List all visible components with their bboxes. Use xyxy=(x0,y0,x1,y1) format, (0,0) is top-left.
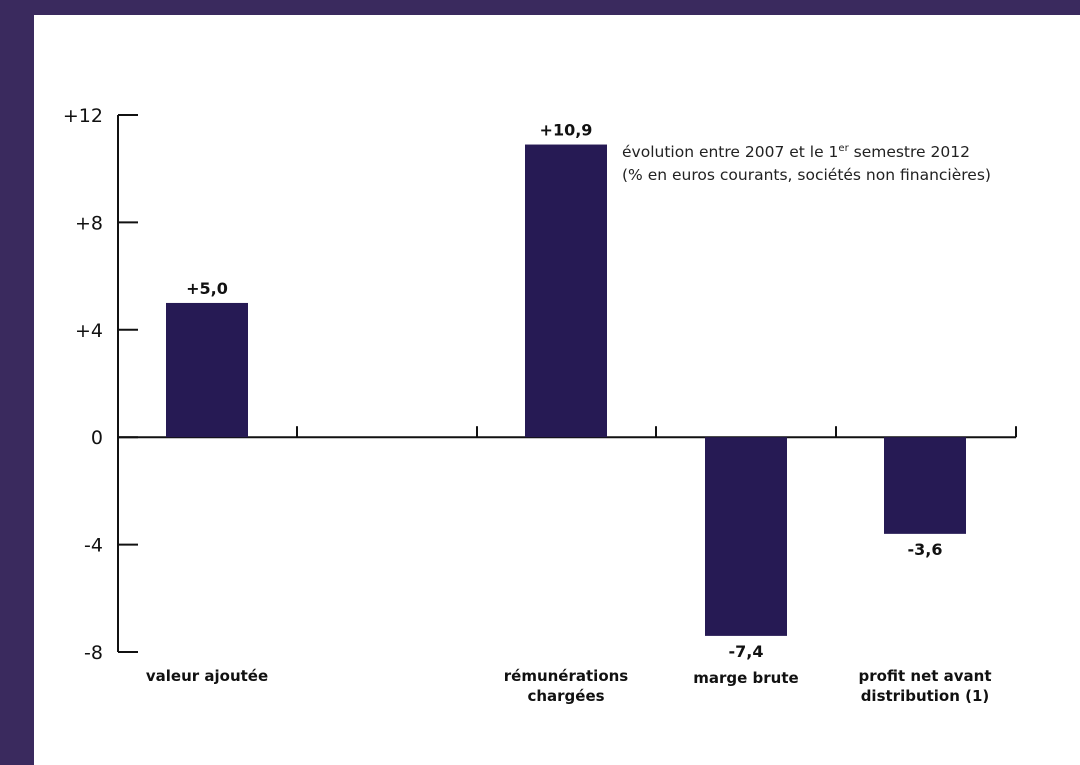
y-tick-label: +12 xyxy=(63,105,103,127)
bar xyxy=(166,302,248,438)
y-tick-label: -4 xyxy=(84,535,103,557)
annotation-line-2: (% en euros courants, sociétés non finan… xyxy=(622,166,991,184)
category-label: chargées xyxy=(527,687,604,705)
bar xyxy=(525,144,607,438)
y-tick-label: +4 xyxy=(75,320,103,342)
frame-top-band xyxy=(0,0,1080,15)
y-tick-label: +8 xyxy=(75,212,103,234)
category-label: valeur ajoutée xyxy=(146,667,268,685)
annotation: évolution entre 2007 et le 1er semestre … xyxy=(622,143,991,184)
labels: +5,0 valeur ajoutée +10,9 rémunérations char… xyxy=(146,121,992,705)
bar xyxy=(705,437,787,636)
frame-left-band xyxy=(0,0,34,765)
data-label: -3,6 xyxy=(908,540,943,559)
data-label: -7,4 xyxy=(729,642,764,661)
category-label: profit net avant xyxy=(858,667,991,685)
annotation-line-1: évolution entre 2007 et le 1er semestre … xyxy=(622,143,970,161)
category-label: marge brute xyxy=(693,669,798,687)
annotation-line-1-end: semestre 2012 xyxy=(849,143,970,161)
annotation-line-1-start: évolution entre 2007 et le 1 xyxy=(622,143,838,161)
annotation-superscript: er xyxy=(838,143,849,154)
y-tick-label: 0 xyxy=(91,427,103,449)
y-tick-label: -8 xyxy=(84,642,103,664)
category-label: rémunérations xyxy=(504,667,629,685)
bars xyxy=(166,144,966,636)
category-label: distribution (1) xyxy=(861,687,990,705)
data-label: +10,9 xyxy=(540,121,593,140)
data-label: +5,0 xyxy=(186,279,228,298)
bar xyxy=(884,437,966,534)
y-axis: -8 -4 0 +4 +8 +12 xyxy=(63,105,138,664)
